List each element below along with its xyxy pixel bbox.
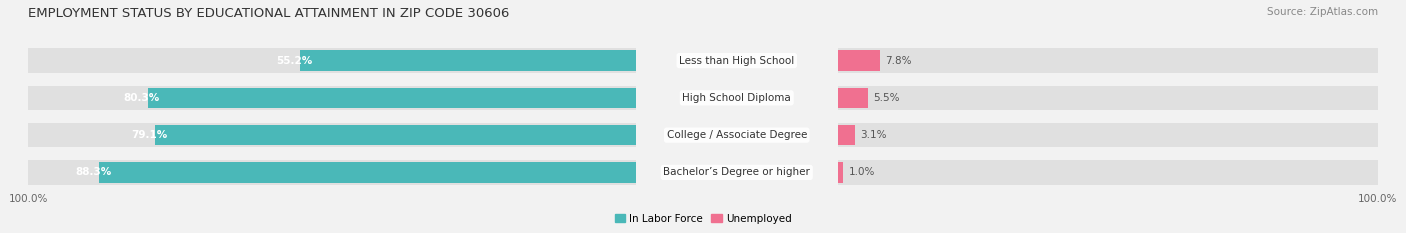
Bar bbox=[155, 125, 636, 145]
Text: College / Associate Degree: College / Associate Degree bbox=[666, 130, 807, 140]
Bar bbox=[838, 88, 868, 108]
Text: 3.1%: 3.1% bbox=[860, 130, 887, 140]
Bar bbox=[838, 160, 1378, 185]
Text: 5.5%: 5.5% bbox=[873, 93, 900, 103]
Bar bbox=[28, 48, 636, 73]
Bar bbox=[28, 160, 636, 185]
Bar bbox=[838, 123, 1378, 147]
Bar bbox=[838, 50, 880, 71]
Bar bbox=[28, 86, 636, 110]
Text: High School Diploma: High School Diploma bbox=[682, 93, 792, 103]
Text: 7.8%: 7.8% bbox=[886, 56, 912, 65]
Bar bbox=[838, 86, 1378, 110]
Bar bbox=[838, 162, 844, 183]
Legend: In Labor Force, Unemployed: In Labor Force, Unemployed bbox=[610, 209, 796, 228]
Text: 55.2%: 55.2% bbox=[276, 56, 312, 65]
Bar bbox=[301, 50, 636, 71]
Text: 79.1%: 79.1% bbox=[131, 130, 167, 140]
Bar bbox=[28, 123, 636, 147]
Bar bbox=[148, 88, 636, 108]
Text: Source: ZipAtlas.com: Source: ZipAtlas.com bbox=[1267, 7, 1378, 17]
Text: 88.3%: 88.3% bbox=[75, 168, 111, 177]
Text: 1.0%: 1.0% bbox=[849, 168, 875, 177]
Bar bbox=[838, 125, 855, 145]
Bar bbox=[100, 162, 636, 183]
Text: Bachelor’s Degree or higher: Bachelor’s Degree or higher bbox=[664, 168, 810, 177]
Text: 80.3%: 80.3% bbox=[124, 93, 160, 103]
Bar bbox=[838, 48, 1378, 73]
Text: EMPLOYMENT STATUS BY EDUCATIONAL ATTAINMENT IN ZIP CODE 30606: EMPLOYMENT STATUS BY EDUCATIONAL ATTAINM… bbox=[28, 7, 509, 20]
Text: Less than High School: Less than High School bbox=[679, 56, 794, 65]
